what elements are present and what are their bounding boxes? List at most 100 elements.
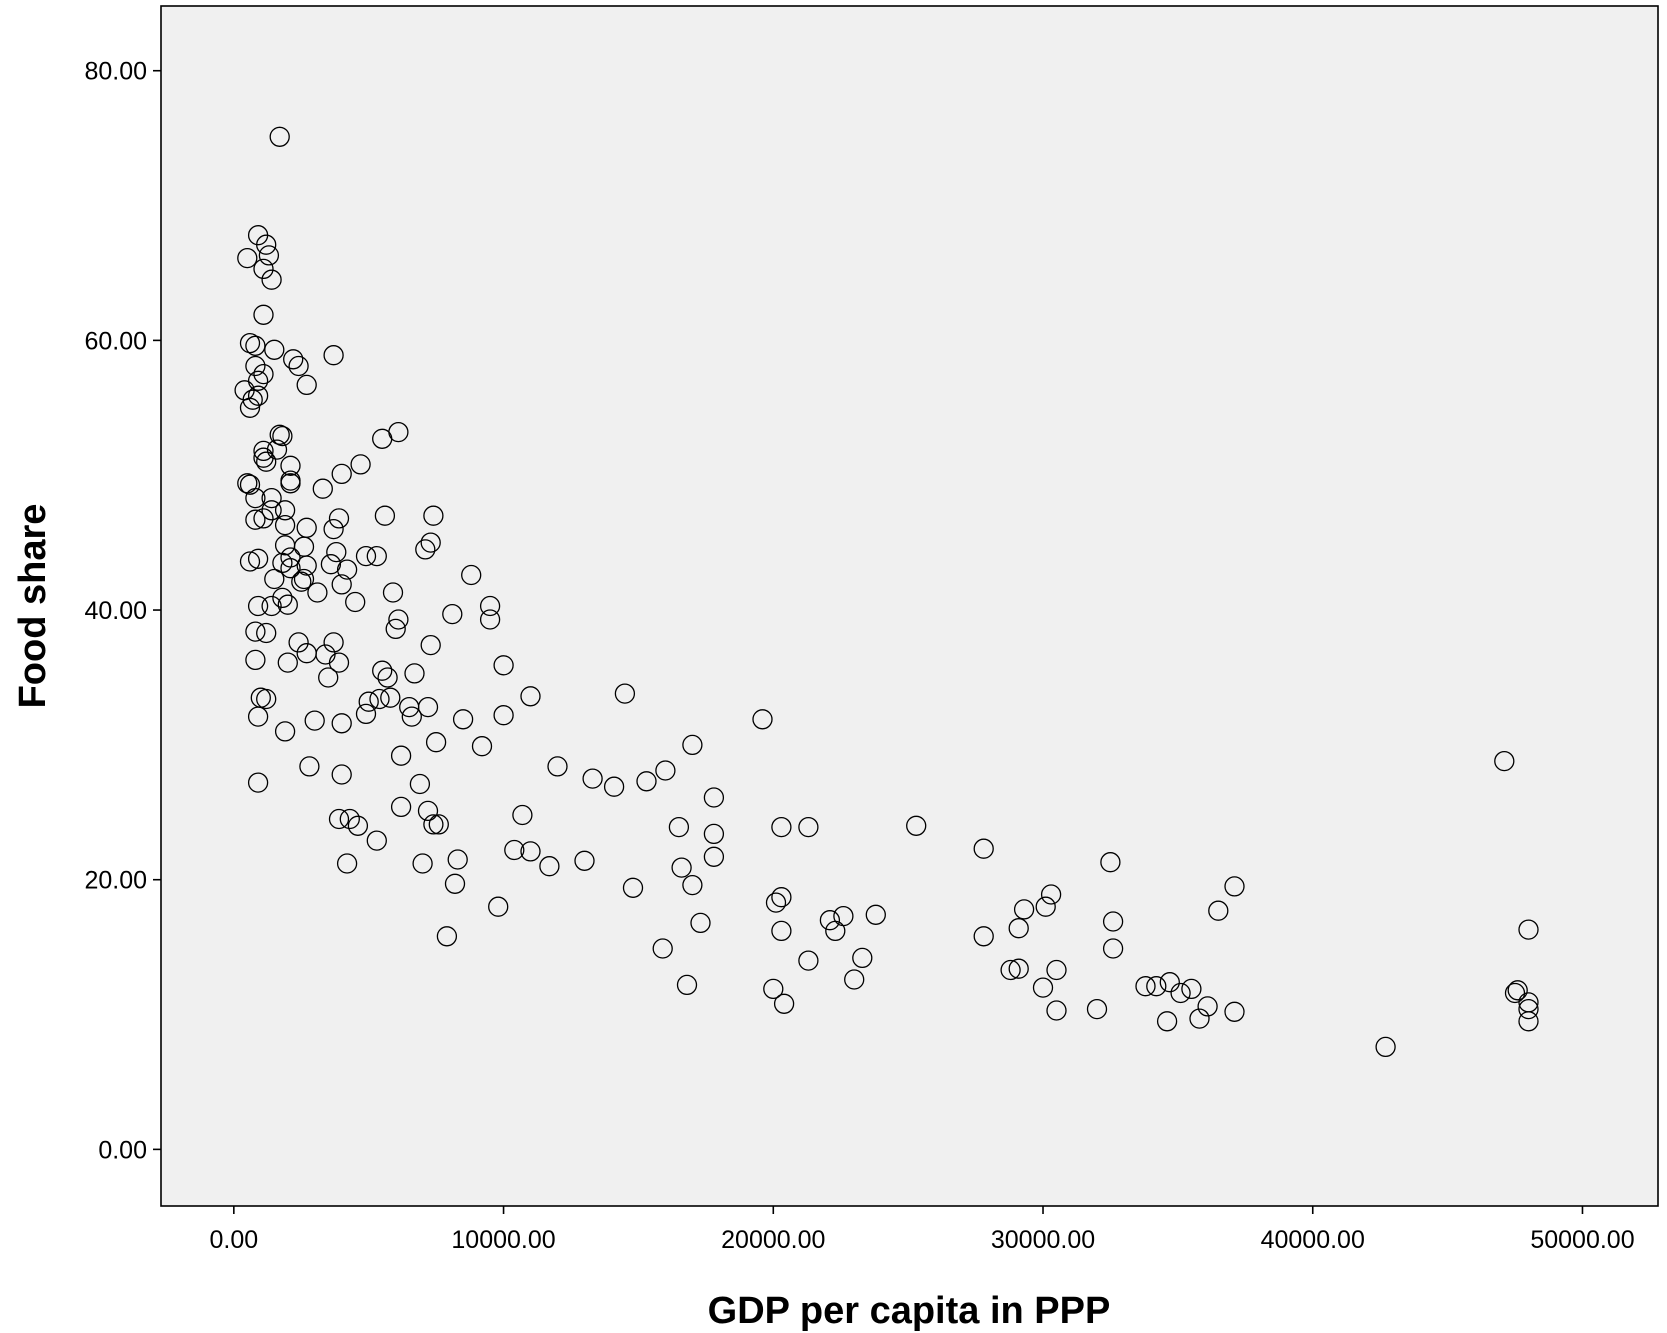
data-point — [390, 745, 412, 766]
data-point — [242, 389, 263, 410]
data-point — [347, 815, 369, 836]
data-point — [703, 823, 725, 845]
data-point — [461, 564, 482, 586]
data-point — [703, 846, 725, 867]
data-point — [277, 652, 298, 673]
data-point — [307, 582, 328, 603]
data-point — [274, 721, 296, 742]
data-point — [247, 548, 269, 569]
data-point — [1197, 996, 1218, 1017]
data-point — [261, 595, 282, 617]
data-point — [1156, 1011, 1178, 1032]
data-point — [614, 683, 636, 704]
data-point — [377, 667, 398, 688]
data-point — [906, 815, 927, 836]
y-axis-title: Food share — [12, 504, 54, 709]
data-point — [269, 126, 290, 147]
data-point — [773, 993, 795, 1014]
data-point — [1100, 852, 1121, 873]
data-point — [256, 234, 277, 255]
data-point — [852, 947, 873, 969]
data-point — [274, 514, 296, 536]
data-point — [323, 345, 344, 366]
data-point — [382, 582, 404, 603]
data-point — [668, 816, 690, 838]
data-point — [671, 857, 692, 878]
data-point — [239, 397, 261, 418]
data-point — [339, 808, 360, 830]
data-point — [253, 363, 274, 385]
data-point — [1375, 1036, 1396, 1058]
data-point — [374, 505, 396, 526]
data-point — [253, 304, 274, 325]
data-point — [690, 912, 711, 934]
data-point — [798, 816, 819, 838]
data-point — [652, 938, 673, 959]
data-point — [247, 772, 269, 793]
data-point — [442, 603, 463, 625]
data-point — [1040, 884, 1062, 905]
data-point — [798, 950, 819, 971]
data-point — [293, 568, 315, 590]
data-point — [269, 424, 290, 445]
data-point — [272, 587, 293, 609]
data-point — [331, 713, 352, 734]
data-point — [574, 850, 595, 871]
data-point — [1046, 959, 1067, 981]
y-tick-label: 60.00 — [84, 327, 147, 355]
data-point — [682, 874, 703, 896]
data-point — [326, 541, 347, 563]
data-point — [355, 545, 377, 567]
data-point — [245, 335, 266, 356]
data-point — [452, 709, 474, 730]
data-point — [1102, 911, 1124, 932]
data-point — [264, 339, 285, 360]
data-point — [1494, 750, 1515, 772]
data-point — [865, 904, 886, 925]
data-point — [423, 505, 444, 526]
data-point — [245, 509, 266, 530]
data-point — [471, 736, 493, 757]
data-point — [280, 455, 301, 476]
data-point — [323, 632, 344, 653]
data-point — [288, 632, 309, 653]
x-axis: 0.00 10000.00 20000.00 30000.00 40000.00 5000… — [209, 1206, 1635, 1254]
data-point — [272, 425, 293, 447]
data-point — [1518, 998, 1539, 1020]
data-point — [280, 558, 301, 579]
data-point — [703, 787, 725, 808]
data-point — [1008, 918, 1029, 939]
data-point — [479, 609, 501, 630]
data-point — [1032, 977, 1054, 998]
data-point — [763, 978, 784, 1000]
data-point — [444, 873, 466, 894]
data-point — [447, 849, 468, 870]
data-point — [504, 839, 525, 861]
data-point — [372, 428, 393, 449]
data-point — [323, 518, 344, 540]
data-point — [366, 545, 387, 567]
x-tick-label: 50000.00 — [1530, 1226, 1634, 1254]
data-point — [256, 688, 277, 710]
data-point — [417, 696, 439, 718]
plot-area — [160, 5, 1659, 1207]
y-tick-label: 0.00 — [98, 1136, 147, 1164]
data-point — [355, 703, 377, 725]
data-point — [420, 532, 441, 553]
data-point — [247, 706, 269, 727]
data-point — [404, 663, 425, 684]
data-point — [1518, 1011, 1539, 1032]
data-point — [765, 892, 787, 913]
data-point — [372, 660, 393, 681]
data-point — [582, 768, 603, 789]
data-point — [844, 969, 865, 990]
y-tick-label: 40.00 — [84, 597, 147, 625]
data-point — [771, 887, 792, 908]
data-point — [345, 591, 366, 613]
data-point — [245, 487, 266, 509]
data-point — [401, 706, 422, 727]
data-point — [425, 732, 447, 753]
data-point — [253, 447, 274, 468]
data-point — [388, 609, 409, 630]
